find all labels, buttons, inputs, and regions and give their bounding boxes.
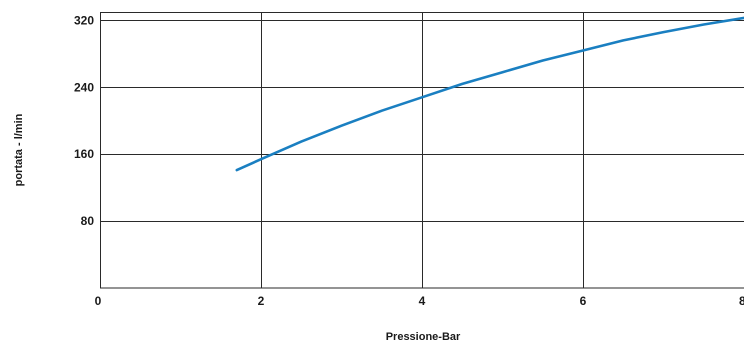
- y-tick-label: 80: [81, 214, 95, 228]
- x-tick-label: 2: [258, 294, 265, 308]
- tick-labels: 0 2 4 6 8 80 160 240 320: [74, 13, 744, 308]
- x-tick-label: 4: [419, 294, 426, 308]
- x-tick-label: 0: [95, 294, 102, 308]
- x-axis-title: Pressione-Bar: [386, 331, 461, 342]
- y-tick-label: 320: [74, 13, 94, 27]
- series-line: [235, 16, 744, 172]
- y-tick-label: 240: [74, 80, 94, 94]
- x-tick-label: 6: [580, 294, 587, 308]
- x-tick-label: 8: [739, 294, 744, 308]
- y-tick-label: 160: [74, 147, 94, 161]
- grid: [100, 12, 744, 288]
- series-group: [235, 16, 744, 172]
- y-axis-title: portata - l/min: [13, 113, 25, 186]
- plot-frame: [100, 12, 744, 289]
